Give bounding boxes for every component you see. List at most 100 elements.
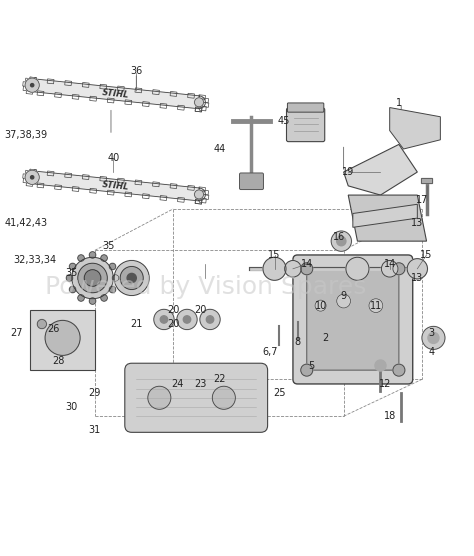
Circle shape	[194, 98, 203, 107]
Bar	[195, 107, 202, 112]
Bar	[107, 98, 114, 103]
Circle shape	[114, 261, 149, 295]
Circle shape	[89, 298, 96, 304]
Circle shape	[30, 83, 34, 87]
Polygon shape	[30, 310, 95, 370]
Bar	[160, 103, 167, 108]
Circle shape	[78, 295, 84, 301]
Text: 35: 35	[102, 241, 115, 251]
Bar	[188, 185, 194, 190]
FancyBboxPatch shape	[125, 363, 268, 433]
Circle shape	[25, 78, 39, 92]
Circle shape	[212, 386, 236, 409]
Circle shape	[78, 263, 107, 293]
Text: 19: 19	[342, 167, 355, 177]
Text: 20: 20	[167, 319, 179, 329]
Text: 21: 21	[130, 319, 143, 329]
Text: 30: 30	[66, 402, 78, 412]
Circle shape	[89, 252, 96, 258]
Text: 11: 11	[370, 301, 382, 311]
Bar	[100, 85, 107, 89]
Circle shape	[337, 236, 346, 246]
Circle shape	[194, 190, 203, 199]
Circle shape	[30, 176, 34, 179]
Bar	[199, 95, 205, 100]
Text: 44: 44	[213, 144, 225, 154]
Text: 16: 16	[333, 231, 345, 241]
Bar	[199, 187, 205, 192]
Bar	[178, 197, 184, 202]
Text: 35: 35	[65, 269, 78, 279]
Bar	[142, 193, 149, 198]
Text: 14: 14	[383, 259, 396, 269]
FancyBboxPatch shape	[293, 255, 413, 384]
Circle shape	[301, 263, 313, 275]
Bar	[82, 175, 89, 180]
Text: 20: 20	[167, 305, 179, 315]
Circle shape	[382, 261, 398, 277]
Bar	[90, 96, 97, 101]
Text: 32,33,34: 32,33,34	[13, 255, 56, 265]
Text: 36: 36	[130, 66, 143, 76]
Circle shape	[393, 364, 405, 376]
Text: 41,42,43: 41,42,43	[4, 218, 47, 228]
Bar	[160, 196, 167, 201]
Text: 13: 13	[411, 273, 423, 283]
Bar	[202, 195, 209, 200]
Text: 13: 13	[411, 218, 423, 228]
Text: 45: 45	[278, 116, 290, 126]
Circle shape	[331, 231, 351, 251]
Bar	[25, 170, 32, 175]
Circle shape	[120, 266, 143, 290]
Circle shape	[37, 320, 46, 329]
Circle shape	[346, 257, 369, 280]
Bar	[200, 198, 206, 203]
Text: 17: 17	[416, 195, 428, 205]
Circle shape	[285, 261, 301, 277]
Bar	[47, 171, 54, 176]
Circle shape	[25, 170, 39, 185]
Bar	[421, 177, 432, 183]
Polygon shape	[348, 195, 427, 241]
Bar	[202, 102, 209, 107]
Polygon shape	[344, 145, 417, 195]
Text: 2: 2	[322, 333, 328, 343]
Bar	[37, 183, 44, 188]
Bar	[142, 102, 149, 107]
Bar	[201, 190, 209, 195]
Bar	[47, 79, 54, 84]
Text: 6,7: 6,7	[262, 347, 278, 357]
Bar	[125, 100, 132, 105]
Bar	[200, 106, 206, 111]
Text: 12: 12	[379, 379, 391, 389]
Bar	[421, 177, 432, 183]
Bar	[72, 95, 79, 100]
Bar	[170, 92, 177, 96]
Text: 29: 29	[89, 388, 101, 398]
Circle shape	[154, 309, 174, 330]
Circle shape	[112, 275, 119, 281]
Bar	[55, 185, 62, 190]
Text: 5: 5	[308, 360, 314, 370]
Bar	[195, 199, 202, 204]
Bar	[125, 192, 132, 197]
Text: 28: 28	[52, 356, 64, 366]
Circle shape	[66, 275, 73, 281]
Circle shape	[69, 263, 76, 270]
Circle shape	[369, 299, 383, 312]
Polygon shape	[390, 107, 440, 149]
FancyBboxPatch shape	[286, 108, 325, 142]
Text: 4: 4	[428, 347, 434, 357]
Circle shape	[183, 316, 191, 323]
Bar	[178, 105, 184, 110]
Bar	[90, 188, 97, 193]
Circle shape	[177, 309, 197, 330]
Bar	[25, 78, 32, 83]
Text: STIHL: STIHL	[101, 180, 129, 192]
Bar	[29, 169, 36, 174]
Bar	[153, 90, 159, 95]
Circle shape	[160, 316, 168, 323]
Bar	[170, 183, 177, 188]
Bar	[100, 176, 107, 181]
Bar	[29, 169, 36, 174]
